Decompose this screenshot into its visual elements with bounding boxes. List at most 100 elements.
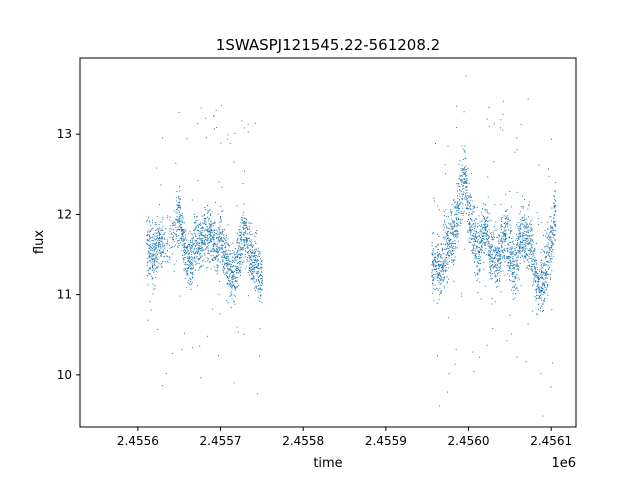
- data-point: [219, 233, 221, 235]
- data-point: [432, 233, 434, 235]
- data-point: [256, 230, 258, 231]
- data-point: [249, 249, 251, 251]
- data-point: [234, 286, 235, 288]
- data-point: [238, 268, 240, 270]
- data-point: [465, 207, 467, 209]
- data-point: [160, 264, 162, 266]
- data-point: [524, 247, 526, 249]
- data-point: [451, 246, 453, 248]
- data-point: [544, 292, 546, 294]
- data-point: [229, 273, 231, 275]
- data-point: [228, 249, 230, 251]
- data-point: [504, 247, 506, 249]
- data-point: [524, 221, 526, 223]
- data-point: [503, 274, 505, 276]
- data-point: [212, 236, 214, 237]
- data-point: [207, 212, 209, 214]
- x-tick-label: 2.4561: [530, 434, 572, 448]
- data-point: [455, 229, 457, 231]
- data-point: [217, 236, 219, 238]
- data-point: [249, 222, 251, 224]
- data-point: [501, 256, 503, 258]
- data-point: [477, 250, 479, 252]
- data-point: [444, 164, 446, 166]
- data-point: [542, 263, 544, 265]
- data-point: [529, 227, 531, 229]
- data-point: [154, 243, 156, 245]
- data-point: [242, 222, 243, 224]
- data-point: [226, 253, 228, 255]
- data-point: [260, 295, 262, 297]
- data-point: [184, 252, 185, 253]
- x-tick-label: 2.4556: [117, 434, 159, 448]
- data-point: [547, 242, 549, 244]
- data-point: [225, 256, 227, 258]
- data-point: [543, 291, 544, 293]
- data-point: [531, 266, 533, 267]
- data-point: [514, 254, 516, 256]
- data-point: [181, 249, 183, 251]
- data-point: [479, 224, 481, 226]
- data-point: [224, 229, 225, 231]
- data-point: [473, 245, 474, 247]
- data-point: [494, 262, 496, 264]
- data-point: [468, 224, 470, 225]
- data-point: [227, 264, 229, 266]
- data-point: [213, 234, 215, 236]
- data-point: [186, 246, 188, 248]
- data-point: [237, 255, 239, 257]
- data-point: [159, 232, 161, 234]
- data-point: [467, 219, 469, 220]
- data-point: [253, 259, 255, 260]
- data-point: [148, 251, 150, 253]
- data-point: [511, 238, 513, 239]
- data-point: [464, 198, 466, 200]
- data-point: [209, 240, 211, 241]
- data-point: [447, 243, 448, 245]
- data-point: [494, 204, 496, 205]
- data-point: [536, 242, 538, 244]
- data-point: [459, 186, 460, 187]
- data-point: [256, 273, 258, 275]
- data-point: [505, 217, 507, 219]
- data-point: [150, 253, 152, 255]
- data-point: [184, 229, 186, 231]
- data-point: [523, 226, 525, 228]
- data-point: [204, 218, 206, 220]
- data-point: [501, 245, 503, 247]
- data-point: [509, 314, 511, 316]
- data-point: [258, 279, 259, 281]
- data-point: [203, 214, 205, 216]
- data-point: [452, 235, 454, 237]
- data-point: [231, 266, 233, 268]
- data-point: [159, 234, 161, 235]
- data-point: [431, 252, 433, 254]
- data-point: [177, 226, 179, 228]
- data-point: [448, 248, 450, 250]
- data-point: [164, 245, 165, 247]
- data-point: [466, 191, 468, 193]
- data-point: [230, 269, 232, 271]
- data-point: [256, 267, 258, 268]
- data-point: [532, 244, 534, 246]
- data-point: [150, 267, 151, 269]
- data-point: [442, 267, 444, 268]
- data-point: [180, 214, 182, 216]
- data-point: [191, 245, 193, 247]
- data-point: [158, 245, 160, 247]
- data-point: [164, 253, 166, 254]
- data-point: [440, 277, 442, 278]
- data-point: [178, 217, 180, 219]
- data-point: [234, 132, 236, 134]
- data-point: [526, 241, 528, 242]
- data-point: [254, 241, 256, 242]
- data-point: [225, 263, 227, 265]
- data-point: [209, 224, 211, 226]
- data-point: [485, 220, 487, 222]
- data-point: [517, 251, 519, 253]
- data-point: [227, 224, 229, 226]
- data-point: [519, 213, 521, 215]
- data-point: [249, 245, 251, 246]
- data-point: [178, 196, 180, 198]
- data-point: [470, 233, 471, 235]
